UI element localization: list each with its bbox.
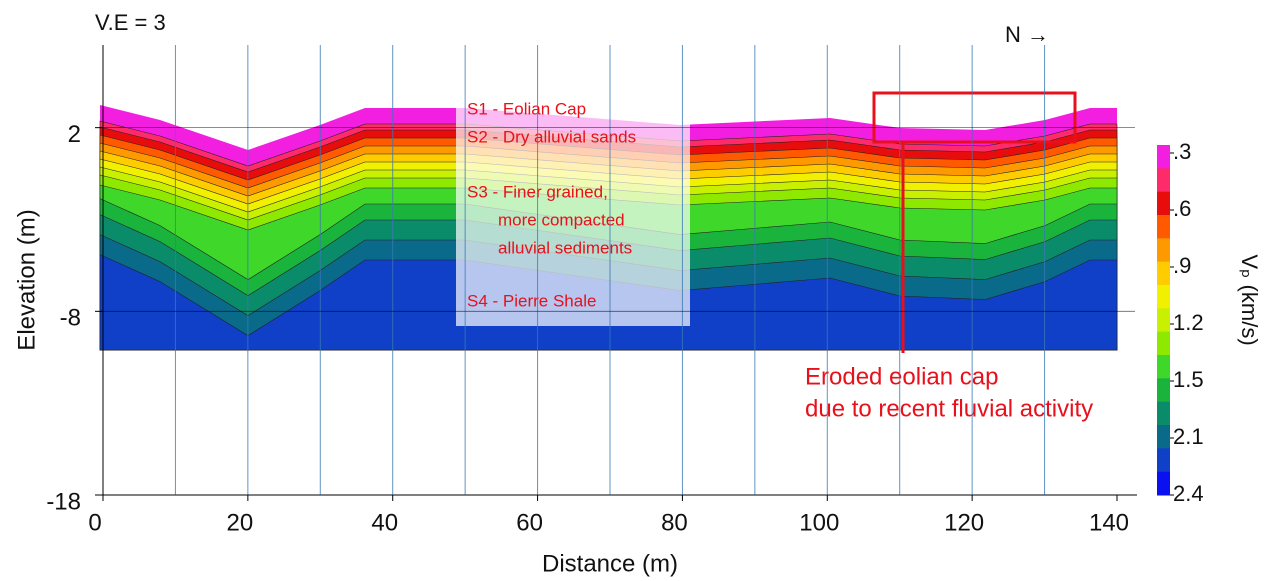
x-tick-label: 120: [944, 509, 984, 536]
x-tick-label: 20: [227, 509, 254, 536]
north-arrow: N →: [1005, 22, 1049, 47]
colorbar-swatch: [1157, 145, 1170, 169]
colorbar-label: Vₚ (km/s): [1237, 254, 1262, 345]
callout-text: due to recent fluvial activity: [805, 395, 1093, 422]
y-tick-label: -8: [60, 305, 81, 332]
layer-note: more compacted: [498, 210, 625, 229]
x-tick-label: 0: [88, 509, 101, 536]
y-tick-label: -18: [46, 488, 81, 515]
layer-note: S2 - Dry alluvial sands: [467, 127, 636, 146]
x-tick-label: 80: [661, 509, 688, 536]
colorbar-swatch: [1157, 471, 1170, 496]
layer-note: S4 - Pierre Shale: [467, 291, 596, 310]
legend-box: [456, 94, 690, 326]
colorbar-swatch: [1157, 401, 1170, 426]
colorbar-tick-label: 2.4: [1173, 481, 1204, 506]
colorbar-tick-label: .3: [1173, 139, 1191, 164]
colorbar-swatch: [1157, 168, 1170, 193]
layer-note: S1 - Eolian Cap: [467, 99, 586, 118]
colorbar-tick-label: .6: [1173, 196, 1191, 221]
colorbar-swatch: [1157, 448, 1170, 473]
colorbar-tick-label: 1.5: [1173, 367, 1204, 392]
colorbar-swatch: [1157, 238, 1170, 263]
ve-note: V.E = 3: [95, 10, 166, 35]
x-tick-label: 40: [371, 509, 398, 536]
x-tick-label: 100: [799, 509, 839, 536]
layer-note: alluvial sediments: [498, 238, 632, 257]
colorbar-swatch: [1157, 425, 1170, 449]
colorbar-swatch: [1157, 191, 1170, 216]
colorbar-swatch: [1157, 261, 1170, 286]
y-axis-label: Elevation (m): [13, 209, 40, 350]
x-tick-label: 140: [1089, 509, 1129, 536]
y-tick-label: 2: [68, 121, 81, 148]
callout-box: [872, 91, 1077, 144]
colorbar-swatch: [1157, 331, 1170, 356]
colorbar-swatch: [1157, 355, 1170, 379]
colorbar-tick-label: 2.1: [1173, 424, 1204, 449]
callout-text: Eroded eolian cap: [805, 363, 998, 390]
colorbar-swatch: [1157, 378, 1170, 403]
colorbar-tick-label: .9: [1173, 253, 1191, 278]
colorbar-swatch: [1157, 285, 1170, 309]
x-axis-label: Distance (m): [542, 550, 678, 577]
x-tick-label: 60: [516, 509, 543, 536]
colorbar-tick-label: 1.2: [1173, 310, 1204, 335]
colorbar-swatch: [1157, 308, 1170, 333]
colorbar-swatch: [1157, 215, 1170, 239]
